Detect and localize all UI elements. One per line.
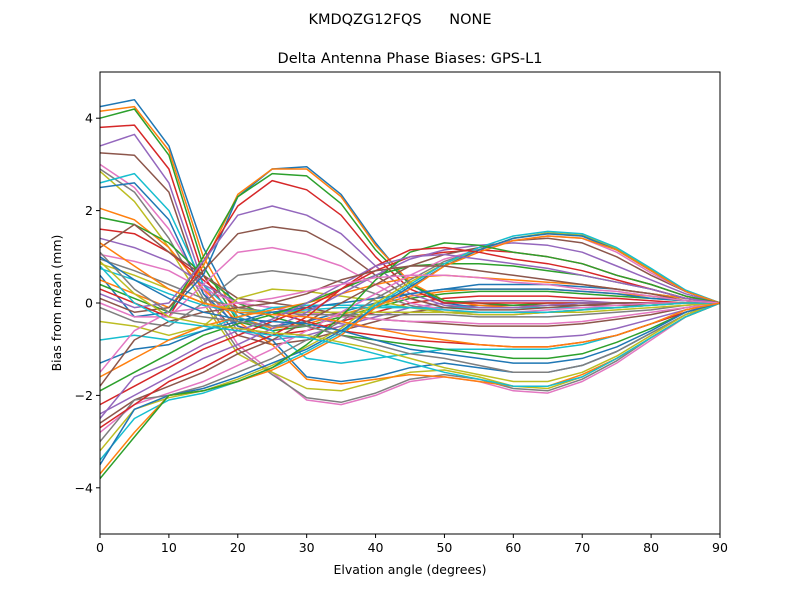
x-tick-label: 40 [368,540,384,555]
series-line-51 [99,256,721,364]
series-line-27 [99,246,720,318]
series-line-47 [99,274,721,373]
series-line-18 [99,258,721,318]
x-tick-label: 20 [230,540,246,555]
y-axis-label: Bias from mean (mm) [49,235,64,372]
x-tick-label: 30 [299,540,315,555]
series-line-13 [99,216,721,360]
series-line-50 [99,265,721,387]
series-line-26 [99,226,720,313]
x-axis-label: Elvation angle (degrees) [333,562,486,577]
series-line-31 [99,288,721,364]
x-tick-label: 10 [161,540,177,555]
series-line-52 [99,242,721,348]
series-line-3 [99,108,721,332]
series-line-40 [99,230,721,461]
x-tick-label: 0 [96,540,104,555]
y-tick-label: −4 [75,480,93,495]
series-line-4 [99,124,720,337]
series-line-49 [99,260,721,383]
y-tick-label: −2 [75,388,93,403]
chart-title: Delta Antenna Phase Biases: GPS-L1 [278,51,543,67]
chart-suptitle: KMDQZG12FQS NONE [308,12,491,28]
x-tick-label: 80 [643,540,659,555]
y-axis: −4 −2 0 2 4 [75,111,100,495]
x-tick-label: 50 [436,540,452,555]
x-tick-label: 60 [505,540,521,555]
x-tick-label: 90 [712,540,728,555]
series-line-44 [99,246,721,429]
y-tick-label: 0 [85,296,93,311]
x-axis: 0 10 20 30 40 50 60 70 80 90 [96,534,728,555]
series-line-35 [99,242,721,415]
x-tick-label: 70 [574,540,590,555]
series-line-17 [99,253,721,325]
series-line-48 [99,251,721,374]
series-line-43 [99,242,721,480]
series-line-45 [99,253,721,419]
y-tick-label: 4 [85,111,93,126]
plot-area [99,98,721,480]
y-tick-label: 2 [85,203,93,218]
